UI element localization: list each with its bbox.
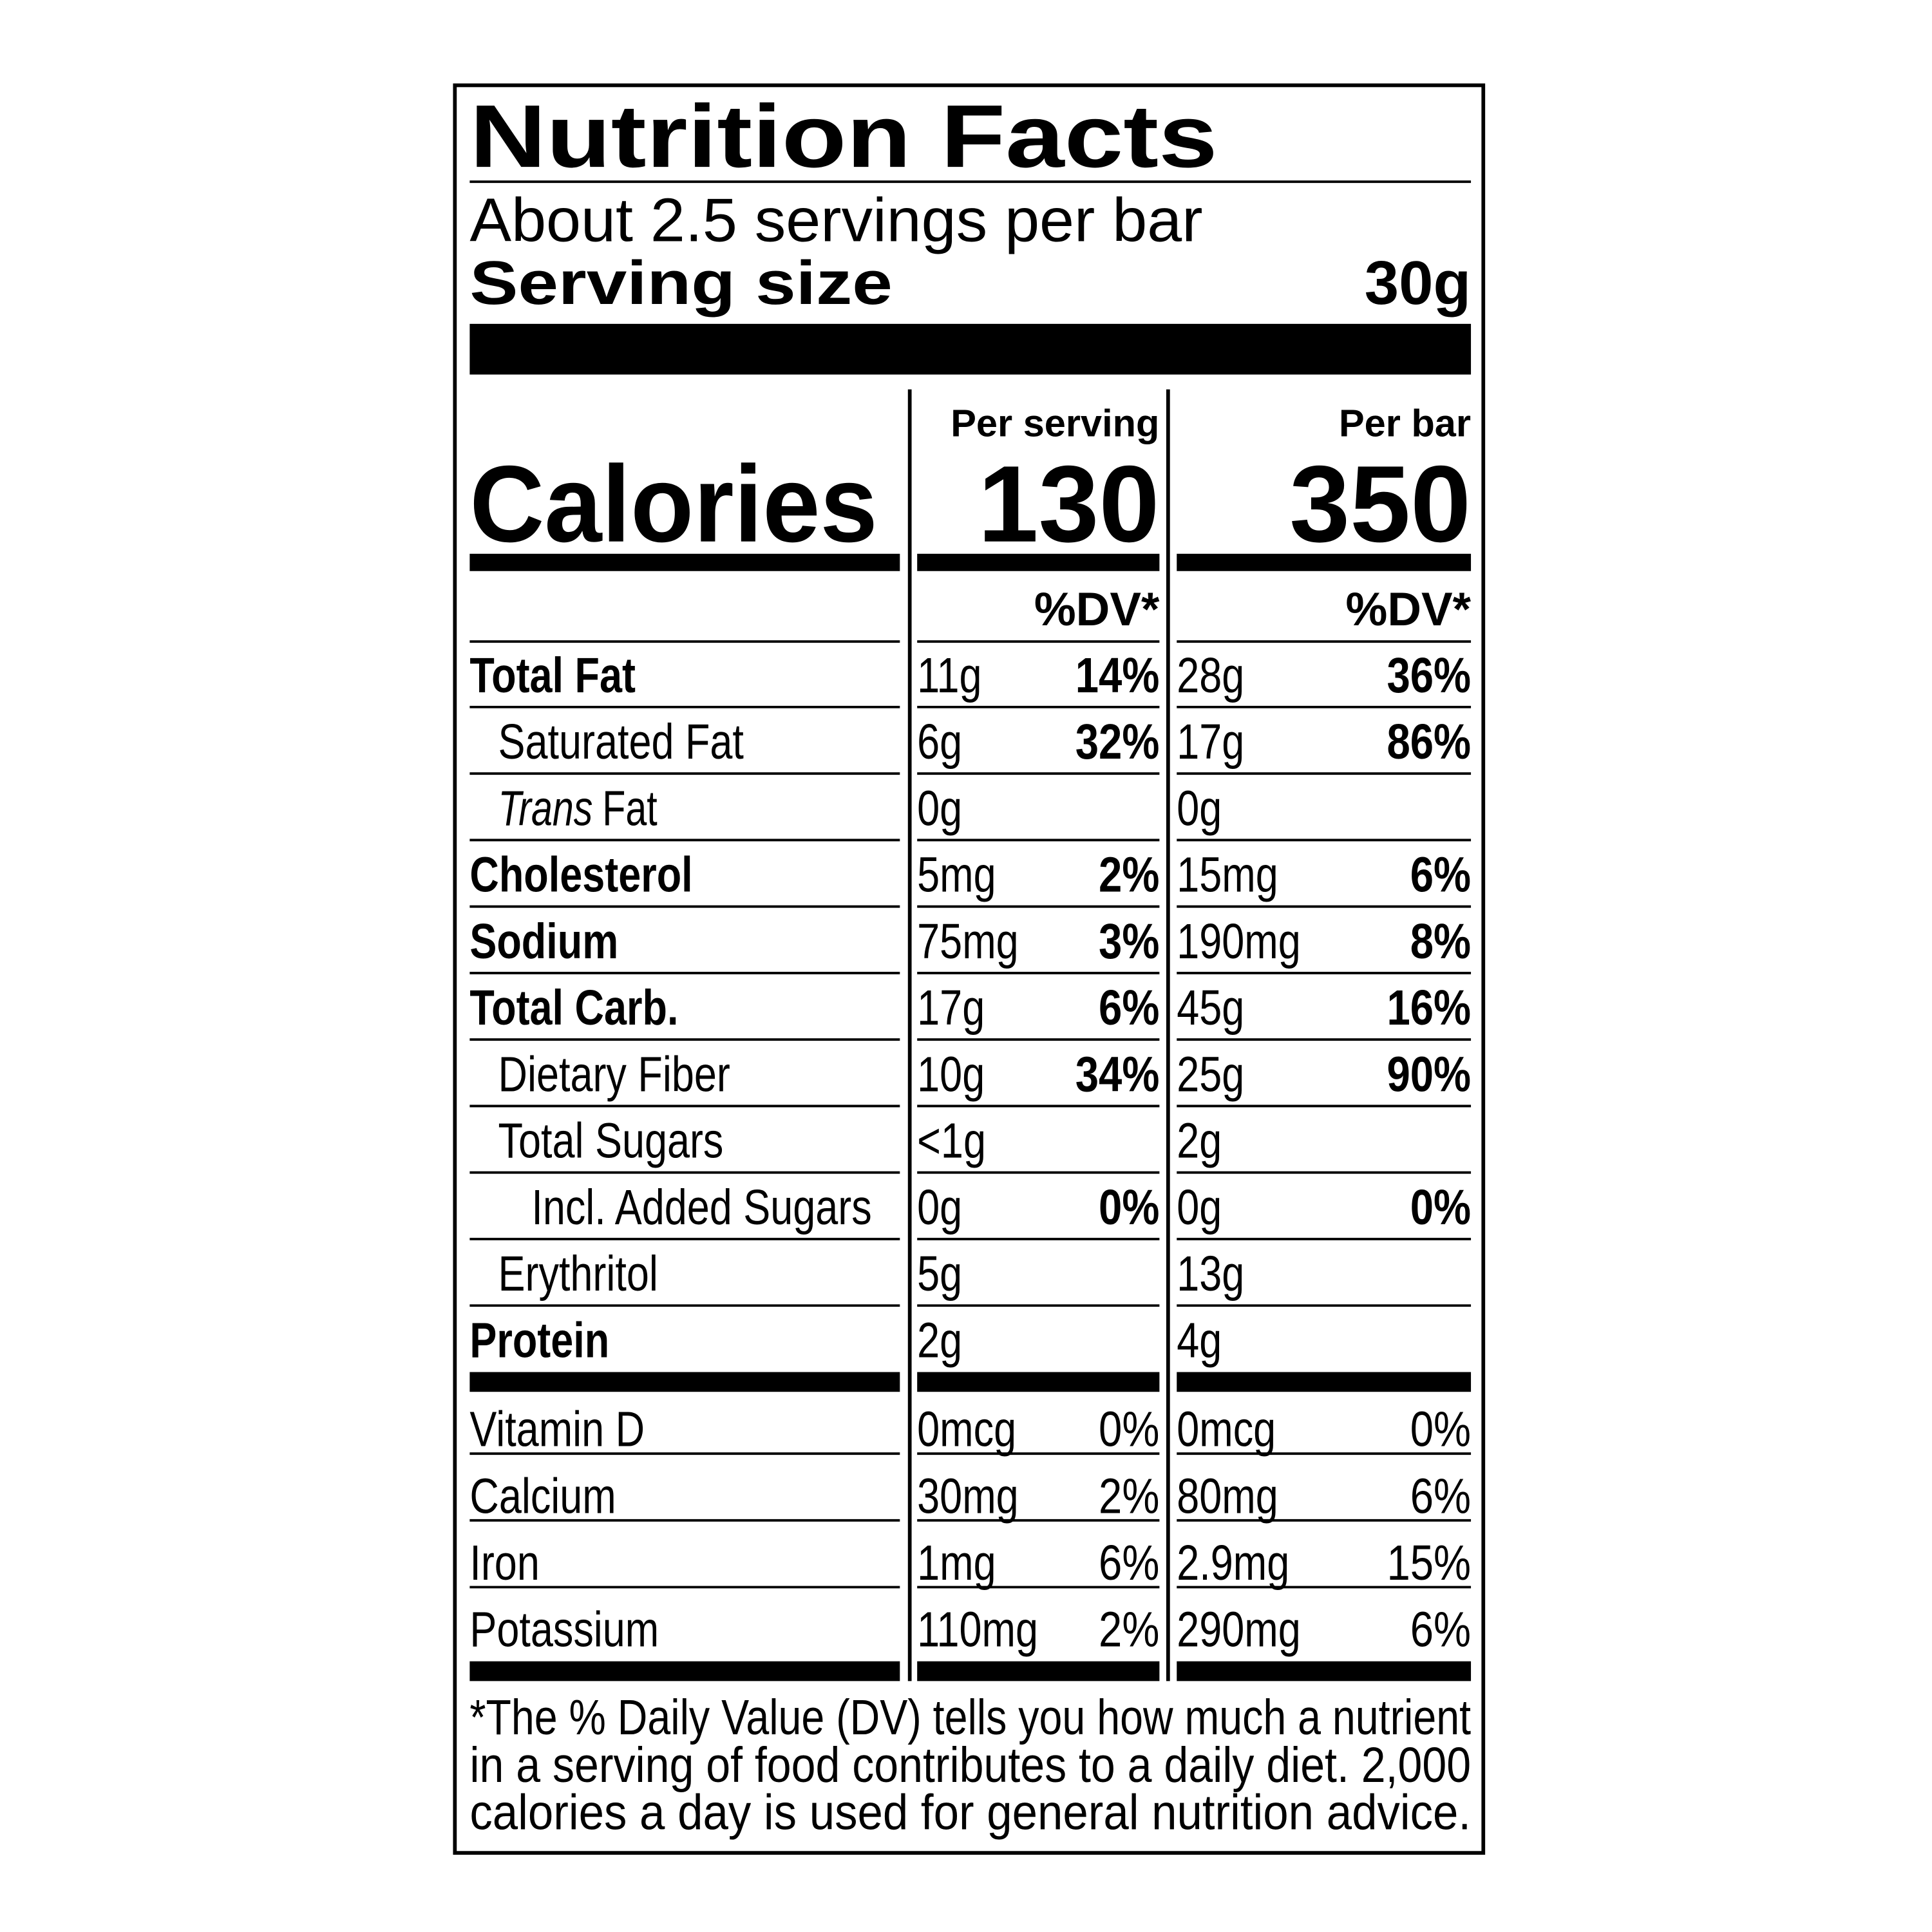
amount: 290mg	[1177, 1603, 1300, 1658]
daily-value: 6%	[1410, 848, 1471, 903]
daily-value: 36%	[1387, 648, 1471, 703]
title: Nutrition Facts	[469, 87, 1217, 186]
daily-value: 15%	[1387, 1535, 1471, 1591]
amount: 0g	[917, 1180, 962, 1235]
amount: 28g	[1177, 649, 1244, 703]
medium-bar	[917, 553, 1160, 571]
daily-value: 8%	[1410, 914, 1471, 969]
nutrient-name: Iron	[469, 1536, 539, 1591]
servings: About 2.5 servings per bar	[469, 185, 1202, 254]
amount: 15mg	[1177, 848, 1278, 903]
column-header: Per serving	[951, 402, 1159, 445]
daily-value: 6%	[1099, 980, 1159, 1036]
footnote: in a serving of food contributes to a da…	[469, 1738, 1471, 1793]
daily-value: 14%	[1075, 648, 1160, 703]
amount: 25g	[1177, 1047, 1244, 1102]
amount: 2g	[1177, 1114, 1222, 1169]
daily-value: 86%	[1387, 714, 1471, 770]
amount: 75mg	[917, 914, 1018, 969]
nutrient-name: Incl. Added Sugars	[531, 1180, 871, 1235]
nutrient-name: Cholesterol	[469, 848, 692, 903]
medium-bar	[917, 1372, 1160, 1392]
daily-value: 0%	[1410, 1402, 1471, 1457]
nutrient-name: Total Sugars	[498, 1114, 724, 1169]
amount: 0g	[917, 781, 962, 836]
amount: 5g	[917, 1247, 962, 1302]
amount: 10g	[917, 1047, 985, 1102]
amount: 110mg	[917, 1603, 1038, 1658]
amount: 17g	[917, 981, 985, 1036]
daily-value: 6%	[1410, 1602, 1471, 1658]
amount: 6g	[917, 715, 962, 770]
medium-bar	[469, 1372, 900, 1392]
daily-value: 90%	[1387, 1046, 1471, 1102]
daily-value: 2%	[1099, 1602, 1159, 1658]
nutrient-name: Erythritol	[498, 1247, 658, 1302]
amount: 4g	[1177, 1313, 1222, 1368]
amount: 80mg	[1177, 1469, 1278, 1524]
amount: 45g	[1177, 981, 1244, 1036]
amount: 1mg	[917, 1536, 996, 1591]
daily-value: 6%	[1099, 1535, 1159, 1591]
nutrient-name: Total Carb.	[469, 981, 678, 1036]
dv-header: %DV*	[1034, 583, 1160, 636]
medium-bar	[469, 1661, 900, 1681]
daily-value: 32%	[1075, 714, 1160, 770]
label-border	[453, 83, 1486, 1855]
daily-value: 3%	[1099, 914, 1159, 969]
daily-value: 16%	[1387, 980, 1471, 1036]
nutrient-name: Vitamin D	[469, 1403, 645, 1457]
nutrient-name: Sodium	[469, 914, 618, 969]
serving-size: 30g	[1365, 249, 1471, 317]
calories-label: Calories	[469, 443, 877, 565]
calories-value: 350	[1289, 443, 1471, 565]
nutrient-name: Calcium	[469, 1469, 616, 1524]
amount: 17g	[1177, 715, 1244, 770]
thick-bar	[469, 323, 1472, 375]
amount: 11g	[917, 649, 981, 703]
footnote: *The % Daily Value (DV) tells you how mu…	[469, 1690, 1471, 1745]
calories-value: 130	[978, 443, 1160, 565]
daily-value: 2%	[1099, 1468, 1159, 1524]
amount: 2g	[917, 1313, 962, 1368]
amount: 0g	[1177, 1180, 1222, 1235]
daily-value: 34%	[1075, 1046, 1160, 1102]
daily-value: 0%	[1099, 1402, 1159, 1457]
amount: 5mg	[917, 848, 996, 903]
medium-bar	[1177, 1661, 1472, 1681]
amount: 190mg	[1177, 914, 1300, 969]
amount: 0mcg	[1177, 1403, 1276, 1457]
medium-bar	[469, 553, 900, 571]
nutrient-name: TransFat	[498, 781, 658, 836]
nutrient-name: Saturated Fat	[498, 715, 744, 770]
amount: 13g	[1177, 1247, 1244, 1302]
amount: 0mcg	[917, 1403, 1016, 1457]
amount: <1g	[917, 1114, 986, 1169]
medium-bar	[1177, 553, 1472, 571]
daily-value: 6%	[1410, 1468, 1471, 1524]
nutrient-name: Potassium	[469, 1603, 659, 1658]
nutrient-name: Total Fat	[469, 649, 636, 703]
medium-bar	[917, 1661, 1160, 1681]
daily-value: 0%	[1410, 1180, 1471, 1235]
footnote: calories a day is used for general nutri…	[469, 1786, 1471, 1841]
amount: 2.9mg	[1177, 1536, 1289, 1591]
dv-header: %DV*	[1346, 583, 1472, 636]
amount: 30mg	[917, 1469, 1018, 1524]
daily-value: 2%	[1099, 848, 1159, 903]
serving-size-label: Serving size	[469, 249, 892, 317]
amount: 0g	[1177, 781, 1222, 836]
daily-value: 0%	[1099, 1180, 1159, 1235]
nutrient-name: Dietary Fiber	[498, 1047, 730, 1102]
nutrient-name-italic: Trans	[498, 781, 593, 836]
nutrient-name-rest: Fat	[602, 781, 658, 836]
column-header: Per bar	[1339, 402, 1471, 445]
nutrient-name: Protein	[469, 1313, 609, 1368]
medium-bar	[1177, 1372, 1472, 1392]
